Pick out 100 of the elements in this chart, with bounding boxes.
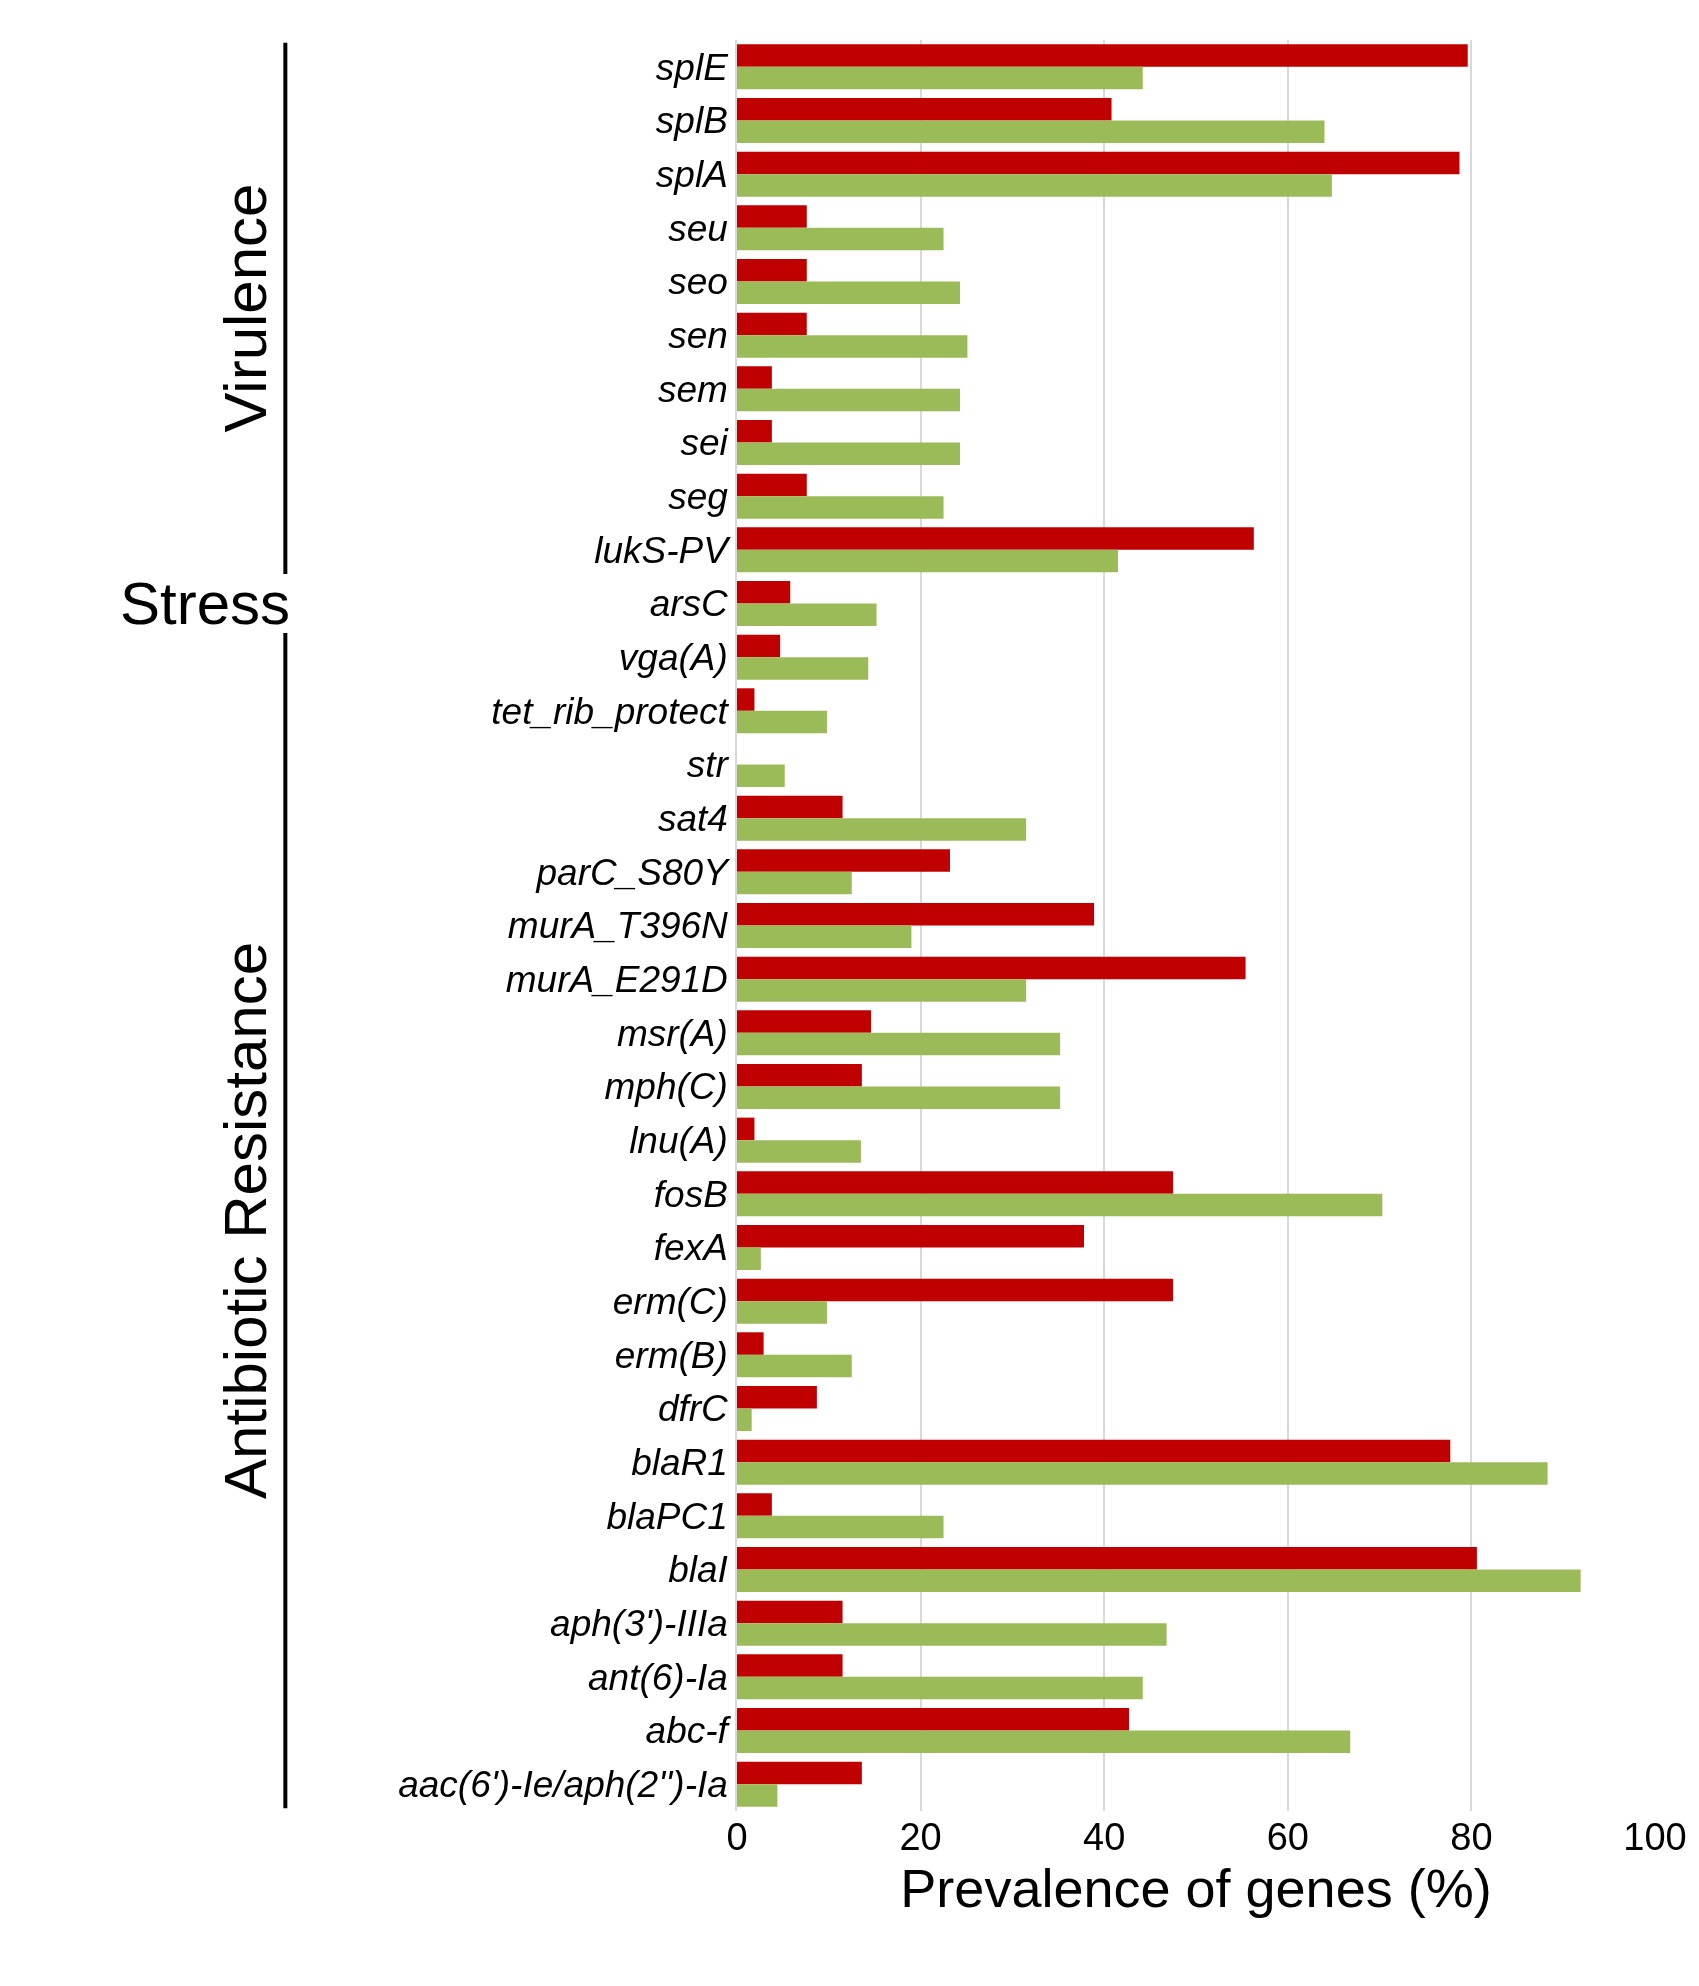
y-tick-label: splE <box>655 46 730 88</box>
y-tick-label: seo <box>668 261 728 303</box>
y-tick-label: tet_rib_protect <box>491 690 730 732</box>
bar <box>737 688 755 711</box>
bar <box>737 1493 772 1516</box>
bar <box>737 1546 1477 1570</box>
bar <box>737 1247 761 1271</box>
bar <box>737 1224 1084 1248</box>
bar <box>737 1010 872 1033</box>
y-tick-label: sen <box>668 315 728 357</box>
bar <box>737 66 1143 90</box>
bar <box>737 366 772 389</box>
bar <box>737 473 807 497</box>
bar <box>737 496 944 519</box>
y-tick-label: str <box>686 744 730 786</box>
bar <box>737 1439 1451 1463</box>
y-tick-label: sei <box>680 422 730 464</box>
y-tick-label: arsC <box>649 583 729 625</box>
bar <box>737 1171 1174 1194</box>
bar <box>737 527 1254 550</box>
bar <box>737 1761 862 1785</box>
x-axis-title: Prevalence of genes (%) <box>900 1858 1492 1918</box>
text: Stress <box>120 570 291 637</box>
y-tick-label: msr(A) <box>616 1012 728 1054</box>
bar <box>737 1676 1143 1700</box>
bar <box>737 657 869 680</box>
bar <box>737 795 843 819</box>
x-tick-label: 20 <box>899 1816 942 1858</box>
text: Antibiotic Resistance <box>211 941 279 1499</box>
y-tick-label: fexA <box>653 1227 728 1269</box>
y-tick-label: aac(6')-Ie/aph(2'')-Ia <box>398 1764 728 1806</box>
bar <box>737 549 1118 573</box>
y-tick-label: seu <box>668 207 728 249</box>
y-tick-label: blaI <box>668 1549 728 1591</box>
y-tick-label: vga(A) <box>618 637 728 679</box>
bar <box>737 902 1095 926</box>
bar <box>737 1515 944 1539</box>
y-tick-label: splB <box>655 100 728 142</box>
x-tick-label: 60 <box>1266 1816 1309 1858</box>
x-tick-label: 100 <box>1623 1816 1687 1858</box>
bar <box>737 1385 817 1409</box>
bar <box>737 258 807 282</box>
x-tick-label: 80 <box>1450 1816 1493 1858</box>
y-tick-label: lnu(A) <box>629 1120 728 1162</box>
bar <box>737 1623 1167 1646</box>
bar <box>737 603 877 627</box>
bar <box>737 1278 1174 1302</box>
y-tick-label: lukS-PV <box>594 529 732 571</box>
y-tick-label: erm(C) <box>612 1281 728 1323</box>
y-tick-label: aph(3')-IIIa <box>550 1603 728 1645</box>
bar <box>737 1654 843 1677</box>
y-tick-label: murA_T396N <box>507 905 729 947</box>
bar <box>737 151 1460 175</box>
bar <box>737 1707 1129 1731</box>
y-tick-label: ant(6)-Ia <box>588 1656 728 1698</box>
bar <box>737 312 807 336</box>
x-tick-label: 0 <box>726 1816 748 1858</box>
bar <box>737 1600 843 1624</box>
bar <box>737 1032 1061 1056</box>
bar <box>737 1408 752 1432</box>
bar <box>737 174 1332 197</box>
bar <box>737 849 950 872</box>
bar <box>737 1569 1581 1593</box>
bar <box>737 1730 1351 1754</box>
bar <box>737 710 827 734</box>
bar <box>737 281 961 305</box>
y-tick-label: blaPC1 <box>606 1495 728 1537</box>
bar <box>737 764 785 788</box>
bar <box>737 419 772 443</box>
y-tick-label: sem <box>657 368 728 410</box>
y-tick-label: dfrC <box>657 1388 729 1430</box>
bar <box>737 1063 862 1087</box>
y-tick-label: murA_E291D <box>505 959 728 1001</box>
bar <box>737 634 781 658</box>
bar <box>737 1193 1383 1217</box>
text: Virulence <box>211 183 279 433</box>
bar <box>737 1117 755 1141</box>
y-tick-label: abc-f <box>645 1710 732 1752</box>
bar <box>737 956 1246 980</box>
bar <box>737 442 961 466</box>
bar <box>737 1332 764 1355</box>
bar <box>737 1462 1548 1485</box>
bar <box>737 1354 852 1378</box>
bar <box>737 979 1027 1002</box>
bar <box>737 335 968 358</box>
bar <box>737 1140 861 1163</box>
y-tick-label: sat4 <box>657 798 728 840</box>
y-tick-label: seg <box>668 476 729 518</box>
bar <box>737 1086 1061 1110</box>
bar <box>737 44 1468 67</box>
bar <box>737 97 1112 121</box>
bar <box>737 1301 827 1324</box>
bar <box>737 388 961 412</box>
y-tick-label: splA <box>655 154 728 196</box>
bar <box>737 1784 778 1807</box>
bar <box>737 871 852 895</box>
y-tick-label: parC_S80Y <box>535 851 731 893</box>
bar <box>737 227 944 251</box>
y-tick-label: erm(B) <box>614 1334 728 1376</box>
y-tick-label: blaR1 <box>631 1442 728 1484</box>
